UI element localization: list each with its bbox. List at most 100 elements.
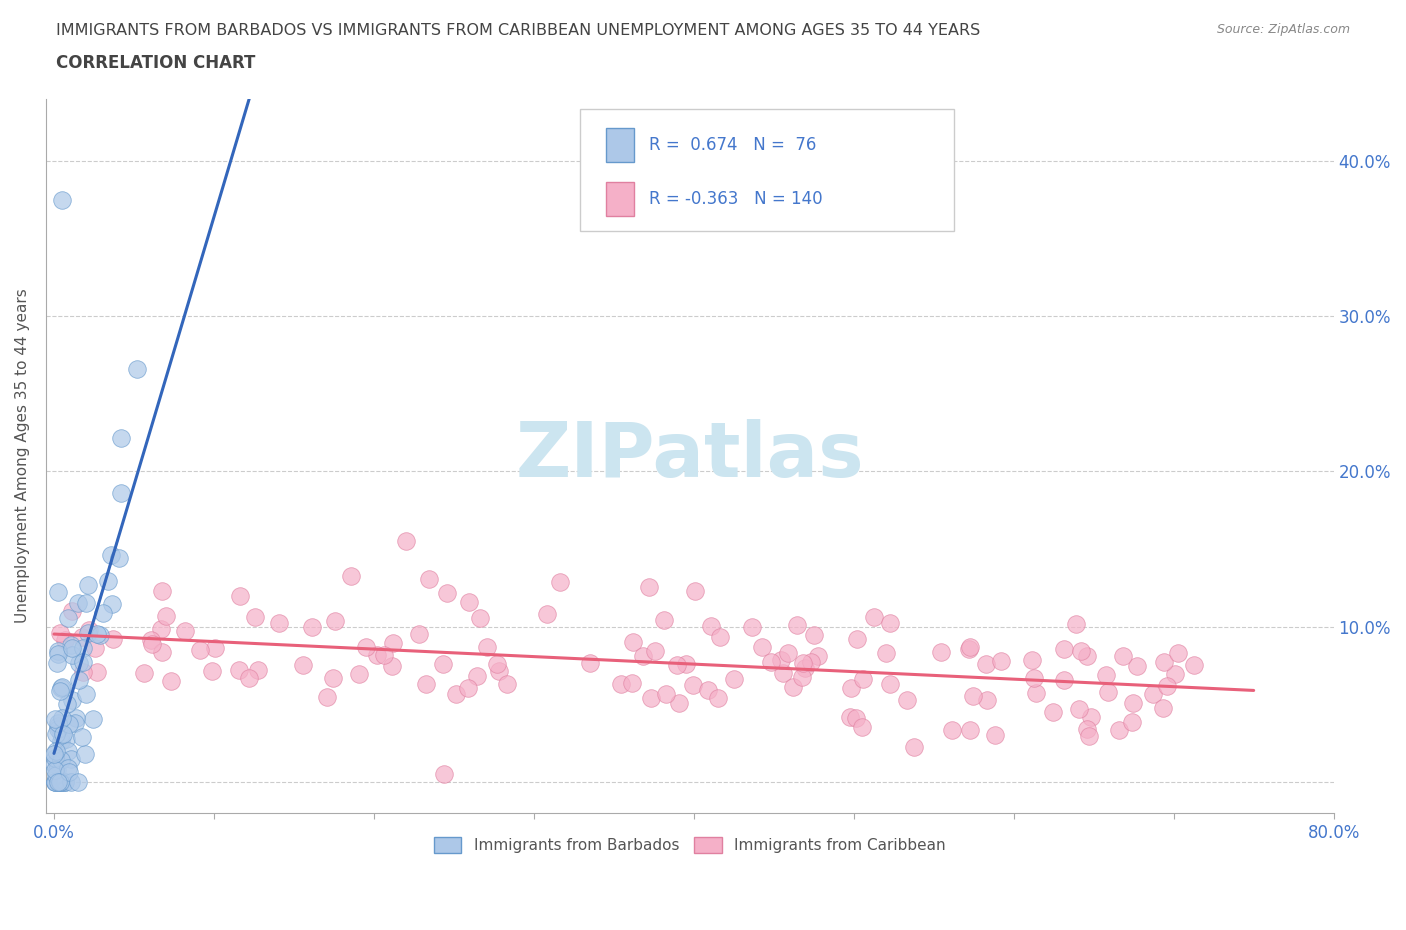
Point	[65, 711, 87, 725]
Point	[46, 754, 69, 769]
Point	[103, 631, 125, 646]
Point	[110, 431, 132, 445]
Point	[1042, 704, 1064, 719]
Point	[44, 775, 66, 790]
Point	[851, 719, 873, 734]
Point	[82, 711, 104, 726]
Point	[44, 711, 66, 726]
Point	[761, 655, 783, 670]
Point	[683, 584, 706, 599]
Point	[75, 747, 97, 762]
Point	[52, 726, 75, 741]
Point	[793, 660, 815, 675]
Point	[1122, 695, 1144, 710]
Point	[408, 627, 430, 642]
Point	[620, 675, 643, 690]
Point	[839, 680, 862, 695]
Point	[1080, 710, 1102, 724]
Text: ZIPatlas: ZIPatlas	[516, 418, 865, 493]
Point	[668, 696, 690, 711]
Point	[803, 628, 825, 643]
Point	[896, 693, 918, 708]
Point	[77, 623, 100, 638]
Point	[457, 680, 479, 695]
Point	[1156, 679, 1178, 694]
Point	[72, 641, 94, 656]
Point	[741, 620, 763, 635]
Point	[100, 597, 122, 612]
Point	[75, 595, 97, 610]
Point	[44, 763, 66, 777]
Point	[46, 718, 69, 733]
Point	[436, 586, 458, 601]
Point	[1064, 617, 1087, 631]
Point	[42, 746, 65, 761]
Point	[46, 775, 69, 790]
Point	[49, 727, 72, 742]
Point	[44, 751, 66, 765]
Point	[610, 677, 633, 692]
Point	[49, 626, 72, 641]
Point	[1094, 668, 1116, 683]
Point	[1076, 722, 1098, 737]
Point	[173, 624, 195, 639]
Point	[941, 723, 963, 737]
Point	[89, 628, 111, 643]
Point	[579, 656, 602, 671]
Point	[1163, 667, 1185, 682]
Point	[46, 715, 69, 730]
Point	[807, 648, 830, 663]
Point	[70, 630, 93, 644]
Point	[58, 611, 80, 626]
Point	[432, 657, 454, 671]
Point	[655, 686, 678, 701]
Point	[72, 665, 94, 680]
Point	[366, 647, 388, 662]
Point	[929, 645, 952, 660]
Point	[60, 638, 83, 653]
Point	[45, 656, 67, 671]
Point	[53, 775, 76, 790]
Point	[665, 658, 688, 673]
Point	[845, 631, 868, 646]
Point	[267, 616, 290, 631]
Point	[77, 626, 100, 641]
Point	[852, 672, 875, 687]
Point	[107, 551, 129, 565]
Point	[792, 656, 814, 671]
Point	[238, 671, 260, 685]
Point	[204, 640, 226, 655]
Point	[444, 686, 467, 701]
Point	[76, 578, 98, 592]
Point	[1182, 658, 1205, 672]
Point	[467, 669, 489, 684]
Point	[60, 751, 83, 766]
Point	[381, 658, 404, 673]
Point	[382, 635, 405, 650]
Point	[60, 604, 83, 618]
Point	[48, 775, 70, 790]
Point	[1067, 702, 1090, 717]
Point	[100, 547, 122, 562]
FancyBboxPatch shape	[606, 127, 634, 162]
Point	[49, 734, 72, 749]
Point	[1025, 685, 1047, 700]
Point	[675, 657, 697, 671]
Point	[682, 677, 704, 692]
Point	[52, 775, 75, 790]
Point	[1167, 645, 1189, 660]
Point	[46, 585, 69, 600]
Point	[879, 616, 901, 631]
Point	[72, 729, 94, 744]
Point	[229, 589, 252, 604]
Point	[316, 689, 339, 704]
Point	[1076, 648, 1098, 663]
Point	[134, 666, 156, 681]
Point	[697, 683, 720, 698]
Point	[45, 726, 67, 741]
Point	[155, 609, 177, 624]
Point	[959, 722, 981, 737]
Point	[67, 655, 90, 670]
Point	[879, 677, 901, 692]
Point	[1112, 648, 1135, 663]
